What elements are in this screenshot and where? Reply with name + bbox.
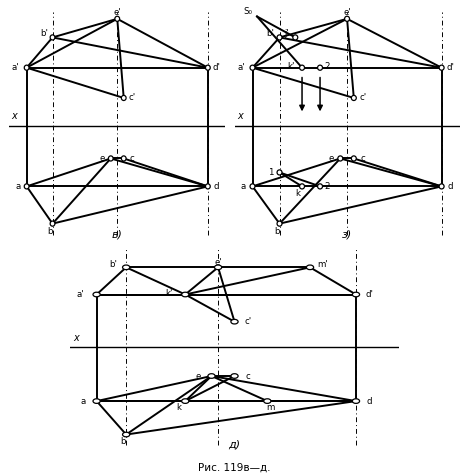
Circle shape (264, 399, 271, 403)
Text: Рис. 119в—д.: Рис. 119в—д. (198, 463, 271, 473)
Circle shape (50, 35, 55, 40)
Circle shape (93, 292, 100, 297)
Text: 2: 2 (324, 182, 330, 191)
Text: d: d (366, 397, 372, 406)
Text: k': k' (165, 289, 173, 298)
Text: x: x (74, 332, 79, 342)
Text: k': k' (287, 62, 295, 71)
Text: c': c' (129, 94, 136, 103)
Circle shape (231, 319, 238, 324)
Text: c: c (130, 154, 135, 163)
Circle shape (318, 65, 323, 70)
Circle shape (205, 184, 210, 189)
Text: d': d' (365, 290, 373, 299)
Circle shape (182, 399, 189, 403)
Circle shape (121, 156, 126, 161)
Circle shape (351, 156, 356, 161)
Text: 1: 1 (268, 168, 273, 177)
Circle shape (50, 221, 55, 226)
Text: d: d (214, 182, 219, 191)
Text: c': c' (359, 94, 366, 103)
Text: d: d (448, 182, 454, 191)
Text: c: c (245, 371, 250, 380)
Text: j': j' (284, 29, 289, 38)
Text: a: a (15, 182, 21, 191)
Circle shape (277, 221, 282, 226)
Text: e': e' (113, 9, 121, 18)
Text: d': d' (212, 63, 220, 72)
Circle shape (205, 65, 210, 70)
Text: д): д) (228, 439, 241, 449)
Circle shape (277, 170, 282, 175)
Text: a': a' (12, 63, 20, 72)
Text: e: e (99, 154, 105, 163)
Circle shape (439, 184, 444, 189)
Circle shape (345, 16, 349, 21)
Text: k: k (295, 189, 300, 198)
Circle shape (121, 95, 126, 101)
Text: x: x (237, 111, 242, 121)
Text: c: c (361, 154, 365, 163)
Text: a': a' (76, 290, 84, 299)
Circle shape (338, 156, 343, 161)
Text: з): з) (342, 230, 352, 240)
Text: S₀: S₀ (243, 7, 252, 16)
Text: b: b (48, 227, 53, 236)
Text: a: a (241, 182, 246, 191)
Text: b': b' (40, 29, 48, 38)
Circle shape (318, 184, 323, 189)
Text: e': e' (343, 9, 351, 18)
Circle shape (208, 374, 215, 378)
Text: a: a (81, 397, 86, 406)
Circle shape (351, 95, 356, 101)
Text: a': a' (237, 63, 245, 72)
Circle shape (231, 374, 238, 378)
Circle shape (122, 432, 130, 437)
Text: b': b' (266, 29, 274, 38)
Text: d': d' (446, 63, 454, 72)
Text: e': e' (214, 257, 222, 266)
Text: b: b (274, 227, 280, 236)
Circle shape (277, 35, 282, 40)
Text: 2: 2 (324, 62, 330, 71)
Text: b: b (120, 437, 126, 446)
Circle shape (93, 399, 100, 403)
Text: e: e (329, 154, 334, 163)
Text: в): в) (112, 230, 123, 240)
Circle shape (214, 265, 222, 270)
Circle shape (250, 184, 255, 189)
Circle shape (300, 184, 304, 189)
Circle shape (306, 265, 314, 270)
Circle shape (293, 35, 298, 40)
Text: m': m' (318, 260, 329, 269)
Circle shape (250, 65, 255, 70)
Circle shape (352, 399, 360, 403)
Text: c': c' (244, 317, 251, 326)
Text: m: m (266, 403, 275, 412)
Text: b': b' (109, 260, 117, 269)
Circle shape (352, 292, 360, 297)
Circle shape (122, 265, 130, 270)
Circle shape (300, 65, 304, 70)
Text: e: e (196, 371, 201, 380)
Text: k: k (176, 403, 181, 412)
Text: x: x (12, 111, 17, 121)
Circle shape (108, 156, 113, 161)
Circle shape (439, 65, 444, 70)
Circle shape (24, 184, 29, 189)
Circle shape (182, 292, 189, 297)
Circle shape (115, 16, 120, 21)
Circle shape (24, 65, 29, 70)
